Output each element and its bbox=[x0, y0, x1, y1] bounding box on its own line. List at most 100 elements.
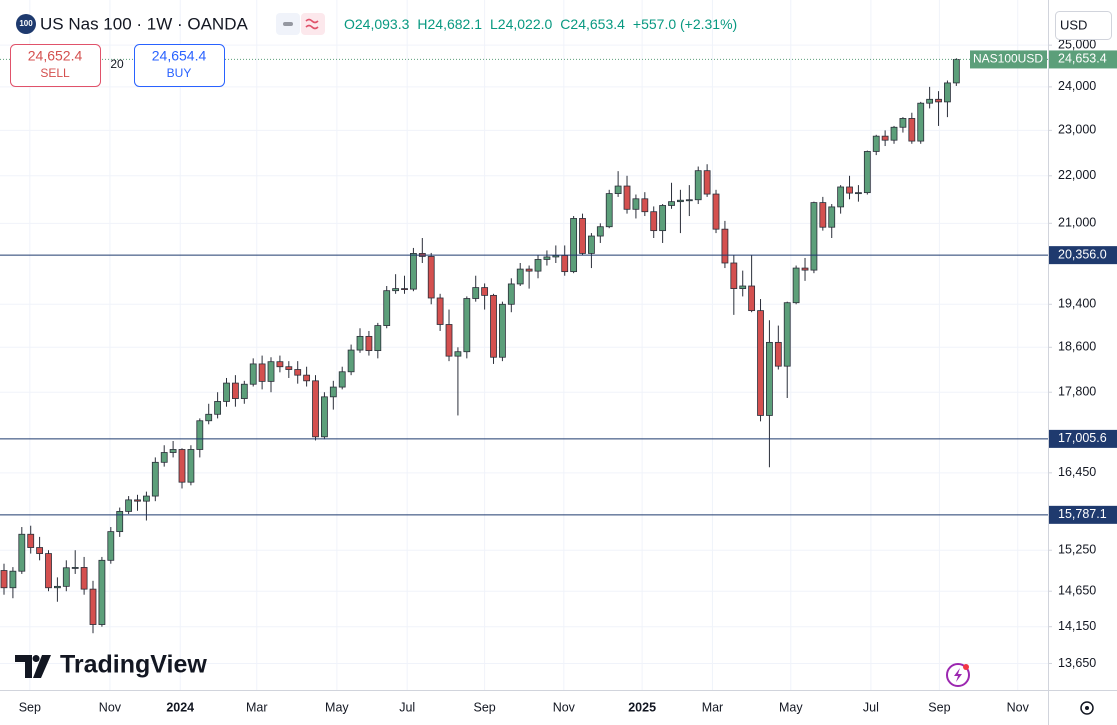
candle-body bbox=[436, 297, 444, 325]
symbol-box bbox=[970, 50, 1047, 69]
watermark: TradingView bbox=[15, 651, 207, 679]
y-tick-label: 25,000 bbox=[1058, 37, 1096, 51]
candle-body bbox=[908, 118, 916, 142]
candle-body bbox=[668, 201, 675, 206]
candle-body bbox=[552, 255, 560, 258]
candle-body bbox=[276, 361, 284, 368]
candle-body bbox=[374, 325, 382, 352]
candle-body bbox=[205, 413, 213, 422]
candle-body bbox=[890, 126, 898, 141]
x-tick-label: Jul bbox=[399, 700, 415, 714]
candle-body bbox=[27, 533, 35, 548]
candle-body bbox=[730, 262, 738, 290]
x-tick-label: Sep bbox=[19, 700, 41, 714]
last-price-box bbox=[1049, 50, 1117, 69]
symbol-label: NAS100USD bbox=[973, 52, 1043, 66]
icon-dot bbox=[963, 664, 969, 670]
x-tick-label: May bbox=[779, 700, 803, 714]
candle-body bbox=[944, 82, 951, 103]
candle-body bbox=[881, 135, 889, 141]
sell-price: 24,652.4 bbox=[28, 48, 83, 64]
candle-body bbox=[71, 567, 79, 569]
candle-body bbox=[596, 226, 604, 237]
ohlc-values: O24,093.3 H24,682.1 L24,022.0 C24,653.4 +557… bbox=[344, 16, 737, 32]
candle-body bbox=[62, 567, 70, 587]
candle-body bbox=[338, 371, 346, 388]
y-tick-label: 18,600 bbox=[1058, 340, 1096, 354]
candle-body bbox=[454, 351, 462, 357]
candle-body bbox=[36, 547, 44, 554]
candle-body bbox=[107, 531, 115, 561]
candle-body bbox=[267, 361, 275, 382]
candle-body bbox=[899, 118, 907, 128]
settings-icon[interactable] bbox=[1080, 701, 1094, 715]
candle-body bbox=[223, 382, 230, 402]
candle-body bbox=[98, 559, 106, 625]
candle-body bbox=[623, 185, 631, 210]
candle-body bbox=[240, 383, 248, 399]
candle-body bbox=[677, 199, 684, 203]
candle-body bbox=[650, 211, 658, 232]
candle-body bbox=[214, 401, 222, 415]
candle-body bbox=[774, 341, 782, 367]
x-tick-label: Sep bbox=[473, 700, 495, 714]
icon-glyph bbox=[283, 22, 293, 26]
candle-body bbox=[614, 185, 622, 194]
candle-body bbox=[694, 170, 702, 201]
candle-body bbox=[490, 294, 497, 358]
symbol-icon bbox=[16, 14, 36, 34]
candle-body bbox=[952, 59, 960, 84]
ohlc-item: C24,653.4 bbox=[560, 16, 625, 32]
candle-body bbox=[18, 533, 26, 572]
candle-body bbox=[285, 366, 293, 370]
candle-body bbox=[365, 335, 373, 352]
buy-button[interactable] bbox=[134, 44, 225, 87]
y-tick-label: 14,650 bbox=[1058, 584, 1096, 598]
ohlc-item: +557.0 (+2.31%) bbox=[633, 16, 737, 32]
currency-button[interactable] bbox=[1055, 11, 1112, 40]
y-tick-label: 23,000 bbox=[1058, 123, 1096, 137]
candle-body bbox=[463, 298, 471, 353]
currency: USD bbox=[1060, 17, 1087, 32]
level-label-box bbox=[1049, 429, 1117, 448]
chart-title: US Nas 100 · 1W · OANDA bbox=[40, 14, 248, 33]
x-tick-label: Mar bbox=[702, 700, 724, 714]
symbol-icon-text: 100 bbox=[19, 19, 33, 28]
ohlc-item: L24,022.0 bbox=[490, 16, 552, 32]
sell-button[interactable] bbox=[10, 44, 101, 87]
x-tick-label: 2025 bbox=[628, 700, 656, 714]
candle-body bbox=[543, 256, 551, 260]
candle-body bbox=[810, 202, 818, 271]
y-tick-label: 14,150 bbox=[1058, 619, 1096, 633]
candle-body bbox=[739, 285, 747, 290]
x-tick-label: Mar bbox=[246, 700, 268, 714]
candle-body bbox=[801, 267, 809, 271]
candle-body bbox=[54, 585, 61, 589]
candle-body bbox=[178, 449, 186, 483]
ohlc-item: O24,093.3 bbox=[344, 16, 410, 32]
candle-body bbox=[721, 228, 729, 264]
candle-body bbox=[356, 335, 364, 351]
icon[interactable] bbox=[301, 13, 325, 35]
x-tick-label: Nov bbox=[1007, 700, 1030, 714]
candle-body bbox=[196, 420, 204, 450]
candle-body bbox=[89, 588, 97, 625]
watermark-logo bbox=[15, 655, 51, 678]
candle-body bbox=[329, 386, 337, 398]
last-price-label: 24,653.4 bbox=[1058, 52, 1107, 66]
candle-body bbox=[837, 186, 845, 208]
candle-body bbox=[872, 135, 880, 152]
candle-body bbox=[410, 253, 417, 290]
candle-body bbox=[258, 363, 266, 382]
level-label: 20,356.0 bbox=[1058, 247, 1107, 261]
candle-body bbox=[703, 170, 711, 195]
candle-body bbox=[187, 449, 195, 483]
candle-body bbox=[685, 199, 693, 202]
x-tick-label: Sep bbox=[928, 700, 950, 714]
y-tick-label: 21,000 bbox=[1058, 216, 1096, 230]
candle-body bbox=[659, 205, 667, 232]
candle-body bbox=[169, 449, 177, 453]
candle-body bbox=[757, 310, 764, 416]
candle-body bbox=[383, 290, 391, 326]
